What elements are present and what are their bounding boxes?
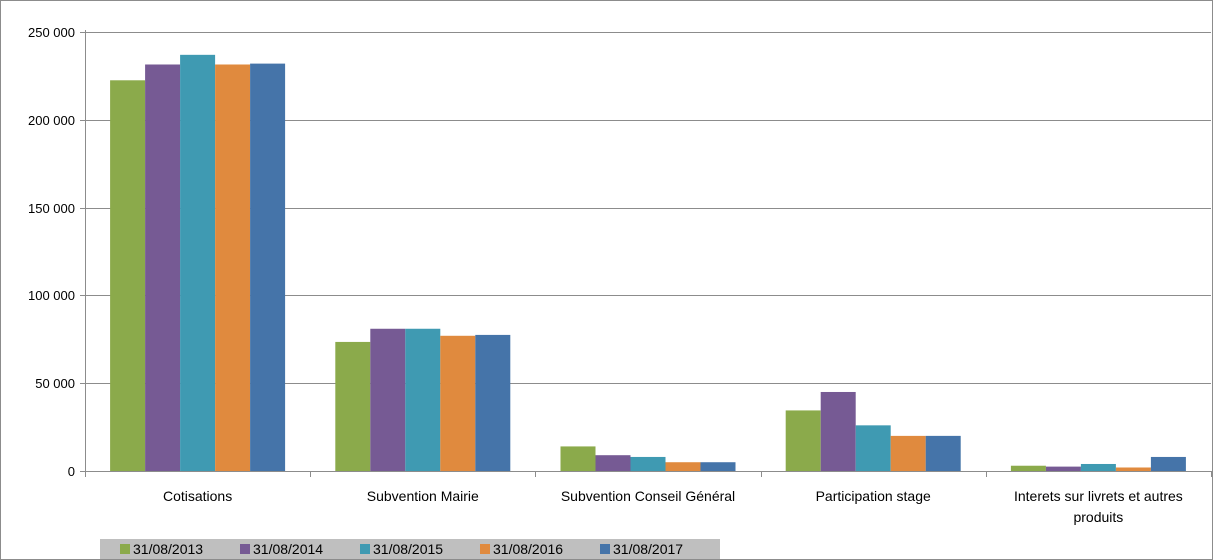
bar bbox=[475, 334, 511, 471]
legend-label: 31/08/2016 bbox=[493, 541, 563, 557]
bar bbox=[1045, 466, 1081, 471]
bar bbox=[665, 462, 701, 471]
legend-label: 31/08/2014 bbox=[253, 541, 323, 557]
bar bbox=[145, 64, 181, 472]
legend-label: 31/08/2017 bbox=[613, 541, 683, 557]
bar bbox=[1115, 467, 1151, 471]
y-tick-label: 200 000 bbox=[28, 113, 75, 128]
x-category-label: Subvention Conseil Général bbox=[561, 488, 735, 504]
bar bbox=[370, 328, 406, 471]
y-tick-label: 0 bbox=[68, 464, 75, 479]
bar bbox=[925, 435, 961, 471]
legend: 31/08/2013 31/08/2014 31/08/2015 31/08/2016… bbox=[100, 539, 720, 559]
x-category-label: Participation stage bbox=[816, 488, 931, 504]
x-category-label: Interets sur livrets et autres bbox=[1014, 488, 1183, 504]
y-tick-label: 250 000 bbox=[28, 25, 75, 40]
bar bbox=[250, 63, 286, 472]
bars bbox=[110, 54, 1186, 472]
legend-background bbox=[100, 539, 720, 559]
y-axis-tick-labels: 0 50 000 100 000 150 000 200 000 250 000 bbox=[28, 25, 75, 479]
legend-label: 31/08/2013 bbox=[133, 541, 203, 557]
bar bbox=[855, 425, 891, 471]
bar bbox=[405, 328, 441, 471]
bar bbox=[215, 64, 251, 472]
y-tick-label: 50 000 bbox=[35, 376, 75, 391]
bar bbox=[630, 456, 666, 471]
x-category-label: Cotisations bbox=[163, 488, 232, 504]
x-category-label: produits bbox=[1073, 509, 1123, 525]
axes bbox=[80, 30, 1212, 477]
x-axis-category-labels: Cotisations Subvention Mairie Subvention C… bbox=[163, 488, 1183, 525]
legend-swatch bbox=[360, 544, 370, 554]
bar bbox=[820, 391, 856, 471]
y-tick-label: 100 000 bbox=[28, 288, 75, 303]
x-category-label: Subvention Mairie bbox=[367, 488, 479, 504]
bar bbox=[560, 446, 596, 471]
bar bbox=[1010, 465, 1046, 471]
bar bbox=[335, 341, 371, 471]
bar bbox=[1080, 463, 1116, 471]
y-tick-label: 150 000 bbox=[28, 201, 75, 216]
bar bbox=[1150, 456, 1186, 471]
bar bbox=[785, 410, 821, 471]
legend-label: 31/08/2015 bbox=[373, 541, 443, 557]
legend-swatch bbox=[240, 544, 250, 554]
bar bbox=[180, 54, 216, 471]
bar bbox=[595, 455, 631, 471]
bar bbox=[890, 435, 926, 471]
legend-swatch bbox=[480, 544, 490, 554]
legend-swatch bbox=[120, 544, 130, 554]
bar bbox=[700, 462, 736, 471]
bar bbox=[440, 335, 476, 471]
legend-swatch bbox=[600, 544, 610, 554]
bar bbox=[110, 80, 146, 471]
